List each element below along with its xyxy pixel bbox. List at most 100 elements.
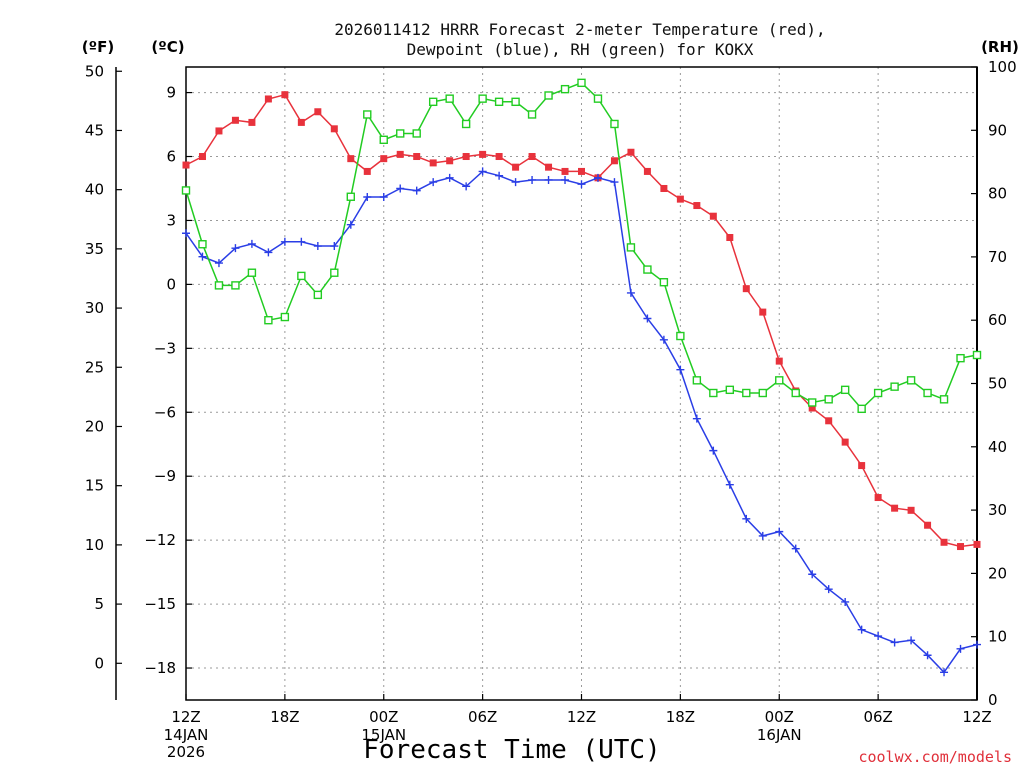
temperature-point (380, 155, 388, 163)
year-label: 2026 (167, 743, 205, 761)
celsius-tick-label: −15 (144, 595, 176, 613)
fahrenheit-tick-label: 45 (85, 121, 104, 139)
x-axis-label: Forecast Time (UTC) (363, 735, 660, 765)
dewpoint-point (264, 248, 273, 257)
dewpoint-point (462, 182, 471, 191)
temperature-point (479, 150, 487, 158)
temperature-point (825, 417, 833, 425)
x-tick-label: 12Z (567, 708, 596, 726)
dewpoint-point (561, 175, 570, 184)
temperature-point (907, 506, 915, 514)
temperature-point (610, 157, 618, 165)
rh-tick-label: 50 (988, 375, 1007, 393)
rh-point (626, 243, 636, 252)
rh-point (676, 331, 685, 341)
dewpoint-point (396, 184, 405, 193)
dewpoint-point (659, 335, 668, 344)
rh-point (231, 281, 240, 290)
rh-point (181, 186, 191, 195)
temperature-point (874, 494, 882, 502)
dewpoint-point (758, 531, 767, 540)
celsius-tick-label: −9 (154, 467, 176, 485)
rh-point (972, 350, 982, 360)
date-label: 15JAN (361, 726, 406, 744)
rh-point (560, 84, 570, 94)
temperature-point (676, 195, 684, 203)
rh-point (363, 110, 372, 119)
rh-point (297, 271, 306, 281)
rh-point (511, 97, 520, 107)
rh-point (198, 240, 207, 249)
dewpoint-point (956, 644, 965, 653)
temperature-point (528, 153, 536, 161)
temperature-point (215, 127, 223, 135)
rh-point (873, 388, 883, 398)
rh-tick-label: 70 (988, 248, 1007, 266)
dewpoint-point (676, 365, 685, 374)
dewpoint-point (231, 244, 240, 253)
rh-point (396, 129, 405, 138)
dewpoint-point (643, 314, 652, 323)
temperature-point (940, 538, 948, 546)
rh-tick-label: 100 (988, 58, 1017, 76)
temperature-point (759, 308, 767, 316)
fahrenheit-tick-label: 10 (85, 536, 104, 554)
dewpoint-point (709, 446, 718, 455)
dewpoint-point (626, 288, 635, 297)
temperature-point (561, 167, 569, 175)
plot-frame (185, 66, 978, 701)
dewpoint-point (511, 178, 520, 187)
date-label: 14JAN (164, 726, 209, 744)
rh-point (890, 382, 899, 391)
dewpoint-point (313, 242, 322, 251)
rh-point (857, 404, 866, 414)
celsius-tick-label: −18 (144, 659, 176, 677)
fahrenheit-tick-label: 5 (94, 595, 104, 613)
dewpoint-point (593, 173, 602, 182)
dewpoint-point (247, 239, 256, 248)
x-tick-label: 12Z (962, 708, 991, 726)
x-tick-label: 00Z (765, 708, 794, 726)
temperature-point (660, 184, 668, 192)
rh-point (808, 398, 817, 407)
dewpoint-point (182, 229, 190, 238)
rh-point (939, 395, 949, 404)
rh-point (379, 135, 388, 144)
temperature-point (643, 167, 651, 175)
dewpoint-point (297, 237, 306, 246)
date-label: 16JAN (757, 726, 802, 744)
dewpoint-point (973, 640, 981, 649)
dewpoint-point (280, 237, 289, 246)
temperature-point (429, 159, 437, 167)
x-tick-label: 18Z (666, 708, 695, 726)
x-tick-label: 18Z (270, 708, 299, 726)
dewpoint-point (528, 175, 537, 184)
dewpoint-point (857, 625, 866, 634)
temperature-point (495, 153, 503, 161)
dewpoint-point (346, 220, 355, 229)
chart-title: 2026011412 HRRR Forecast 2-meter Tempera… (334, 20, 825, 59)
temperature-point (726, 234, 734, 242)
temperature-point (198, 153, 206, 161)
rh-point (247, 268, 257, 277)
temperature-point (841, 438, 849, 446)
temperature-point (512, 163, 520, 171)
rh-point (840, 385, 850, 395)
dewpoint-point (198, 252, 207, 261)
rh-point (923, 388, 932, 398)
rh-tick-label: 90 (988, 121, 1007, 139)
dewpoint-point (890, 638, 899, 647)
temperature-point (182, 161, 190, 169)
temperature-point (363, 167, 371, 175)
rh-point (758, 388, 767, 398)
rh-point (461, 119, 471, 129)
temperature-point (808, 404, 816, 412)
title-line-1: 2026011412 HRRR Forecast 2-meter Tempera… (334, 20, 825, 39)
rh-point (956, 353, 965, 363)
dewpoint-point (775, 527, 784, 536)
rh-point (824, 395, 833, 404)
rh-point (280, 312, 290, 322)
fahrenheit-tick-label: 15 (85, 477, 104, 495)
